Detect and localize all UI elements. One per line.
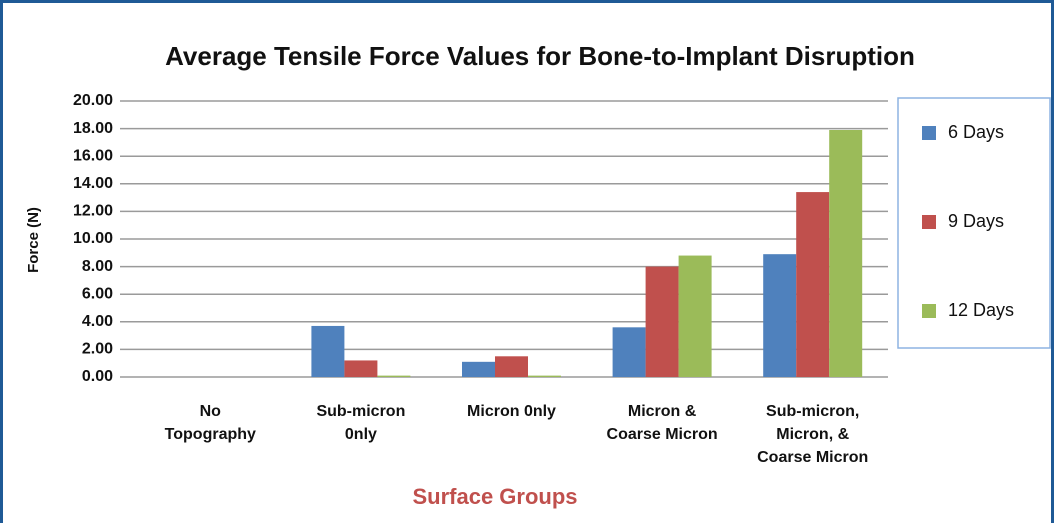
legend-swatch [922,126,936,140]
legend-label: 9 Days [948,211,1004,231]
y-tick-label: 2.00 [82,341,113,358]
x-tick-line: Micron & [628,403,697,420]
y-axis-title: Force (N) [25,207,42,273]
y-tick-label: 12.00 [73,203,113,220]
x-tick-line: No [200,403,222,420]
legend-label: 6 Days [948,122,1004,142]
x-tick-label: Micron & Coarse Micron [607,403,718,443]
x-tick-label: Micron 0nly [467,403,556,420]
y-tick-label: 18.00 [73,120,113,137]
bar [495,356,528,377]
bar [612,327,646,377]
x-tick-line: Coarse Micron [607,426,718,443]
x-axis-title: Surface Groups [412,484,577,509]
x-tick-line: Micron 0nly [467,403,556,420]
y-tick-label: 10.00 [73,230,113,247]
y-tick-label: 14.00 [73,175,113,192]
y-tick-label: 0.00 [82,368,113,385]
bar [377,375,411,377]
bar [528,375,561,377]
bar [311,325,345,377]
bar [829,129,863,377]
y-tick-label: 4.00 [82,313,113,330]
x-tick-line: 0nly [345,426,377,443]
x-tick-label: Sub-micron 0nly [316,403,405,443]
bar [344,360,378,377]
x-tick-label: No Topography [165,403,256,443]
y-tick-label: 8.00 [82,258,113,275]
bar [645,266,679,377]
y-tick-label: 6.00 [82,285,113,302]
y-tick-label: 16.00 [73,147,113,164]
bar [796,192,830,377]
chart-title: Average Tensile Force Values for Bone-to… [165,41,915,71]
x-tick-label: Sub-micron, Micron, & Coarse Micron [757,403,868,466]
legend-swatch [922,304,936,318]
legend-label: 12 Days [948,300,1014,320]
bar [462,361,495,377]
y-tick-label: 20.00 [73,92,113,109]
x-tick-line: Sub-micron [316,403,405,420]
x-tick-line: Micron, & [776,426,849,443]
x-tick-line: Coarse Micron [757,449,868,466]
bar [763,254,797,377]
bar [678,255,712,377]
x-tick-line: Sub-micron, [766,403,859,420]
legend-swatch [922,215,936,229]
x-tick-line: Topography [165,426,256,443]
